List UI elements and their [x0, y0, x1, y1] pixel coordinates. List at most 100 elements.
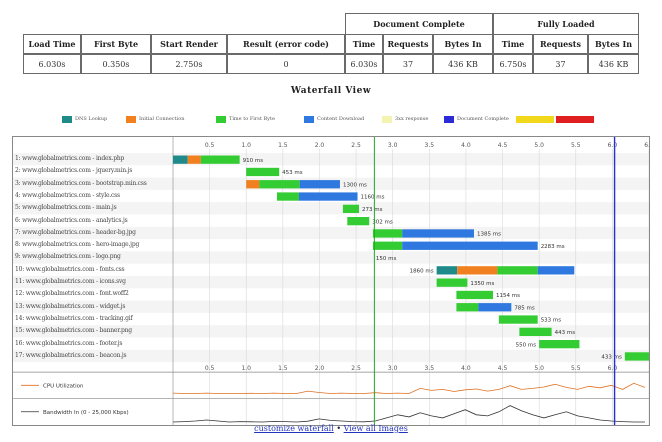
request-bar-ttfb — [246, 167, 280, 177]
request-timing-label: 1154 ms — [496, 293, 520, 299]
legend-item: Document Complete — [444, 114, 509, 124]
time-tick-label: 3.0 — [388, 142, 398, 149]
legend-item: Time to First Byte — [216, 114, 275, 124]
summary-value: 6.030s — [345, 54, 383, 74]
request-bar-ttfb — [497, 266, 538, 275]
summary-value: 2.750s — [151, 54, 227, 74]
row-background — [13, 349, 649, 363]
column-header: First Byte — [81, 34, 151, 54]
time-tick-label-bottom: 2.0 — [315, 365, 325, 372]
time-tick-label-bottom: 0.5 — [205, 365, 215, 372]
time-tick-label: 5.5 — [571, 142, 581, 149]
request-label[interactable]: 8: www.globalmetrics.com - hero-image.jp… — [15, 241, 140, 249]
request-bar-download — [402, 241, 538, 250]
time-tick-label-bottom: 2.5 — [351, 365, 361, 372]
request-timing-label: 150 ms — [376, 256, 397, 262]
request-label[interactable]: 6: www.globalmetrics.com - analytics.js — [15, 216, 128, 224]
time-tick-label-bottom: 1.5 — [278, 365, 288, 372]
legend-swatch — [126, 115, 136, 123]
legend-item: DNS Lookup — [62, 114, 107, 124]
request-bar-ttfb — [436, 278, 468, 287]
request-label[interactable]: 15: www.globalmetrics.com - banner.png — [15, 327, 132, 335]
request-label[interactable]: 16: www.globalmetrics.com - footer.js — [15, 339, 123, 347]
time-tick-label: 0.5 — [205, 142, 215, 149]
request-bar-ttfb — [200, 155, 240, 164]
summary-value: 436 KB — [433, 54, 493, 74]
legend-item: Content Download — [304, 114, 364, 124]
time-tick-label-bottom: 5.0 — [534, 365, 544, 372]
request-bar-download — [402, 229, 474, 238]
group-header-fully-loaded: Fully Loaded — [493, 13, 639, 35]
metric-label: Bandwidth In (0 - 25,000 Kbps) — [43, 410, 129, 416]
request-bar-download — [478, 303, 512, 312]
request-label[interactable]: 14: www.globalmetrics.com - tracking.gif — [15, 314, 133, 322]
time-tick-label: 2.0 — [315, 142, 325, 149]
request-bar-download — [299, 180, 340, 189]
request-label[interactable]: 7: www.globalmetrics.com - header-bg.jpg — [15, 228, 136, 236]
legend-label: DNS Lookup — [75, 116, 108, 122]
request-label[interactable]: 1: www.globalmetrics.com - index.php — [15, 155, 125, 162]
footer-links: customize waterfall • View all Images — [0, 424, 662, 433]
request-label[interactable]: 9: www.globalmetrics.com - logo.png — [15, 253, 121, 261]
time-tick-label-bottom: 6.0 — [608, 365, 618, 372]
waterfall-title: Waterfall View — [290, 86, 372, 96]
time-tick-label-bottom: 4.0 — [461, 365, 471, 372]
request-label[interactable]: 5: www.globalmetrics.com - main.js — [15, 204, 117, 212]
legend-swatch — [382, 115, 392, 123]
request-label[interactable]: 4: www.globalmetrics.com - style.css — [15, 191, 120, 199]
legend-label: Content Download — [317, 116, 365, 122]
legend-item: Initial Connection — [126, 114, 184, 124]
request-label[interactable]: 10: www.globalmetrics.com - fonts.css — [15, 265, 125, 273]
request-timing-label: 453 ms — [282, 170, 303, 176]
column-header: Load Time — [23, 34, 81, 54]
bandwidth-line — [172, 405, 645, 423]
request-bar-ttfb — [372, 229, 403, 238]
customize-waterfall-link[interactable]: customize waterfall — [254, 424, 334, 433]
time-tick-label: 1.5 — [278, 142, 288, 149]
time-tick-label: 6.5 — [644, 142, 649, 149]
request-label[interactable]: 17: www.globalmetrics.com - beacon.js — [15, 351, 127, 359]
request-bar-ttfb — [456, 303, 479, 312]
request-bar-ttfb — [539, 340, 580, 349]
group-header-document-complete: Document Complete — [345, 13, 493, 35]
request-timing-label: 1350 ms — [470, 281, 494, 287]
row-background — [13, 153, 649, 166]
view-all-images-link[interactable]: View all Images — [343, 424, 408, 433]
row-background — [13, 325, 649, 338]
legend-item — [556, 114, 597, 124]
time-tick-label: 5.0 — [534, 142, 544, 149]
time-tick-label: 1.0 — [241, 142, 251, 149]
request-bar-connect — [246, 180, 260, 189]
waterfall-svg: 0.5 1.0 1.5 2.0 2.5 3.0 3.5 4.0 4.5 5.0 5.5 6.0 6.5 0… — [13, 137, 649, 425]
summary-value: 436 KB — [588, 54, 639, 74]
request-label[interactable]: 11: www.globalmetrics.com - icons.svg — [15, 278, 126, 285]
footer-separator: • — [333, 424, 344, 433]
request-label[interactable]: 3: www.globalmetrics.com - bootstrap.min… — [15, 179, 147, 187]
request-timing-label: 533 ms — [541, 318, 562, 324]
time-tick-label: 4.0 — [461, 142, 471, 149]
request-bar-ttfb — [624, 352, 649, 361]
request-label[interactable]: 13: www.globalmetrics.com - widget.js — [15, 302, 126, 310]
column-header: Result (error code) — [227, 34, 345, 54]
column-header: Start Render — [151, 34, 227, 54]
row-background — [13, 202, 649, 215]
request-label[interactable]: 12: www.globalmetrics.com - font.woff2 — [15, 290, 129, 298]
request-timing-label: 443 ms — [555, 330, 576, 336]
request-timing-label: 2283 ms — [541, 244, 565, 250]
request-bar-ttfb — [498, 315, 538, 324]
summary-table: Document Complete Fully Loaded Load Time Fi… — [23, 13, 639, 75]
summary-value: 37 — [533, 54, 588, 74]
legend-item: 3xx response — [382, 114, 428, 124]
waterfall-chart: 0.5 1.0 1.5 2.0 2.5 3.0 3.5 4.0 4.5 5.0 5.5 6.0 6.5 0… — [12, 136, 650, 426]
column-header: Time — [493, 34, 533, 54]
column-header: Time — [345, 34, 383, 54]
request-timing-label: 302 ms — [372, 219, 393, 225]
request-label[interactable]: 2: www.globalmetrics.com - jquery.min.js — [15, 167, 133, 175]
metric-label: CPU Utilization — [43, 383, 84, 389]
legend-label: Document Complete — [457, 116, 509, 122]
request-timing-label: 550 ms — [516, 342, 537, 348]
request-timing-label: 433 ms — [601, 355, 622, 361]
cpu-utilization-line — [172, 382, 646, 394]
request-bar-dns — [173, 155, 188, 164]
request-bar-connect — [457, 266, 498, 275]
